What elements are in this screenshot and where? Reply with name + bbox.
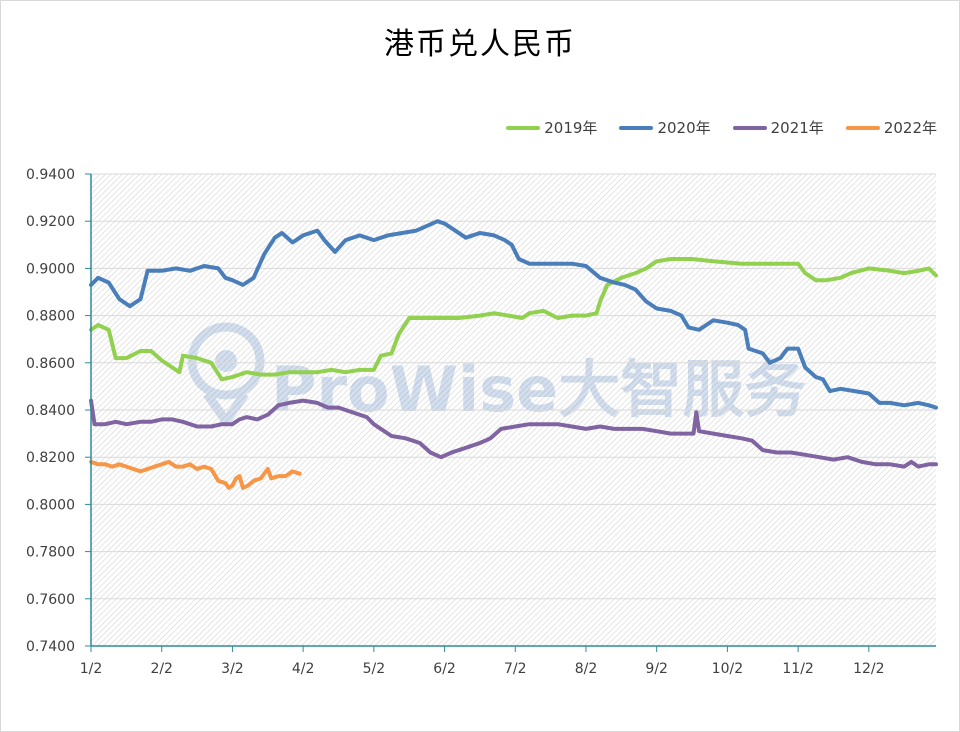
- x-tick-label: 9/2: [645, 661, 668, 677]
- legend-swatch: [732, 125, 767, 130]
- x-tick-label: 4/2: [292, 661, 315, 677]
- legend-swatch: [619, 125, 654, 130]
- y-tick-label: 0.9200: [26, 214, 75, 230]
- y-tick-label: 0.7800: [26, 545, 75, 561]
- series-line: [89, 398, 938, 469]
- x-tick-label: 3/2: [221, 661, 244, 677]
- legend-label: 2022年: [883, 119, 937, 137]
- x-tick-label: 8/2: [575, 661, 598, 677]
- x-tick-label: 1/2: [80, 661, 103, 677]
- chart-title: 港币兑人民币: [384, 27, 576, 62]
- x-tick-label: 12/2: [853, 661, 884, 677]
- legend-item: 2022年: [845, 117, 937, 138]
- series-line: [89, 459, 302, 490]
- x-tick-label: 5/2: [363, 661, 386, 677]
- y-tick-label: 0.9400: [26, 167, 75, 183]
- y-tick-label: 0.8000: [26, 497, 75, 513]
- y-tick-label: 0.8800: [26, 309, 75, 325]
- y-tick-label: 0.8600: [26, 356, 75, 372]
- x-tick-label: 10/2: [712, 661, 743, 677]
- y-tick-label: 0.7400: [26, 639, 75, 655]
- y-tick-label: 0.9000: [26, 261, 75, 277]
- y-tick-label: 0.7600: [26, 592, 75, 608]
- x-tick-label: 6/2: [433, 661, 456, 677]
- series-line: [89, 257, 938, 382]
- x-tick-label: 2/2: [150, 661, 173, 677]
- y-tick-label: 0.8400: [26, 403, 75, 419]
- legend-item: 2020年: [619, 117, 711, 138]
- legend-swatch: [506, 125, 541, 130]
- legend-label: 2020年: [657, 119, 711, 137]
- chart-legend: 2019年 2020年 2021年 2022年: [506, 117, 937, 138]
- y-tick-label: 0.8200: [26, 450, 75, 466]
- legend-label: 2019年: [544, 119, 598, 137]
- legend-label: 2021年: [770, 119, 824, 137]
- legend-item: 2021年: [732, 117, 824, 138]
- x-tick-label: 11/2: [782, 661, 813, 677]
- watermark-logo-icon: [187, 322, 265, 426]
- watermark-text: ProWise大智服务: [271, 353, 806, 426]
- x-tick-label: 7/2: [504, 661, 527, 677]
- legend-item: 2019年: [506, 117, 597, 138]
- series-line: [89, 219, 938, 410]
- legend-swatch: [845, 125, 880, 130]
